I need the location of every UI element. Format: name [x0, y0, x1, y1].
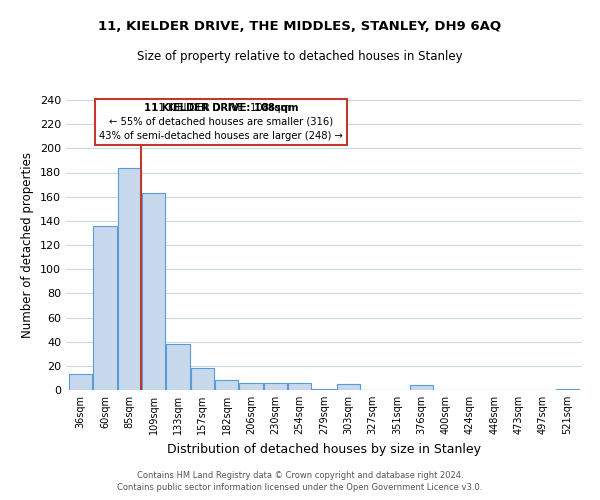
- Text: 11, KIELDER DRIVE, THE MIDDLES, STANLEY, DH9 6AQ: 11, KIELDER DRIVE, THE MIDDLES, STANLEY,…: [98, 20, 502, 33]
- Bar: [191, 368, 214, 390]
- Text: Size of property relative to detached houses in Stanley: Size of property relative to detached ho…: [137, 50, 463, 63]
- Bar: [410, 385, 433, 390]
- Bar: [69, 374, 92, 390]
- Text: 11 KIELDER DRIVE: 108sqm: 11 KIELDER DRIVE: 108sqm: [143, 103, 298, 113]
- Bar: [94, 226, 116, 390]
- Bar: [215, 380, 238, 390]
- Bar: [166, 344, 190, 390]
- Text: Contains HM Land Registry data © Crown copyright and database right 2024.: Contains HM Land Registry data © Crown c…: [137, 471, 463, 480]
- Bar: [118, 168, 141, 390]
- X-axis label: Distribution of detached houses by size in Stanley: Distribution of detached houses by size …: [167, 442, 481, 456]
- Y-axis label: Number of detached properties: Number of detached properties: [22, 152, 34, 338]
- Text: 11 KIELDER DRIVE: 108sqm
← 55% of detached houses are smaller (316)
43% of semi-: 11 KIELDER DRIVE: 108sqm ← 55% of detach…: [99, 103, 343, 141]
- Text: Contains public sector information licensed under the Open Government Licence v3: Contains public sector information licen…: [118, 484, 482, 492]
- Bar: [142, 193, 165, 390]
- Bar: [264, 383, 287, 390]
- Bar: [313, 389, 335, 390]
- Bar: [239, 383, 263, 390]
- Bar: [337, 384, 360, 390]
- Bar: [288, 383, 311, 390]
- Bar: [556, 389, 579, 390]
